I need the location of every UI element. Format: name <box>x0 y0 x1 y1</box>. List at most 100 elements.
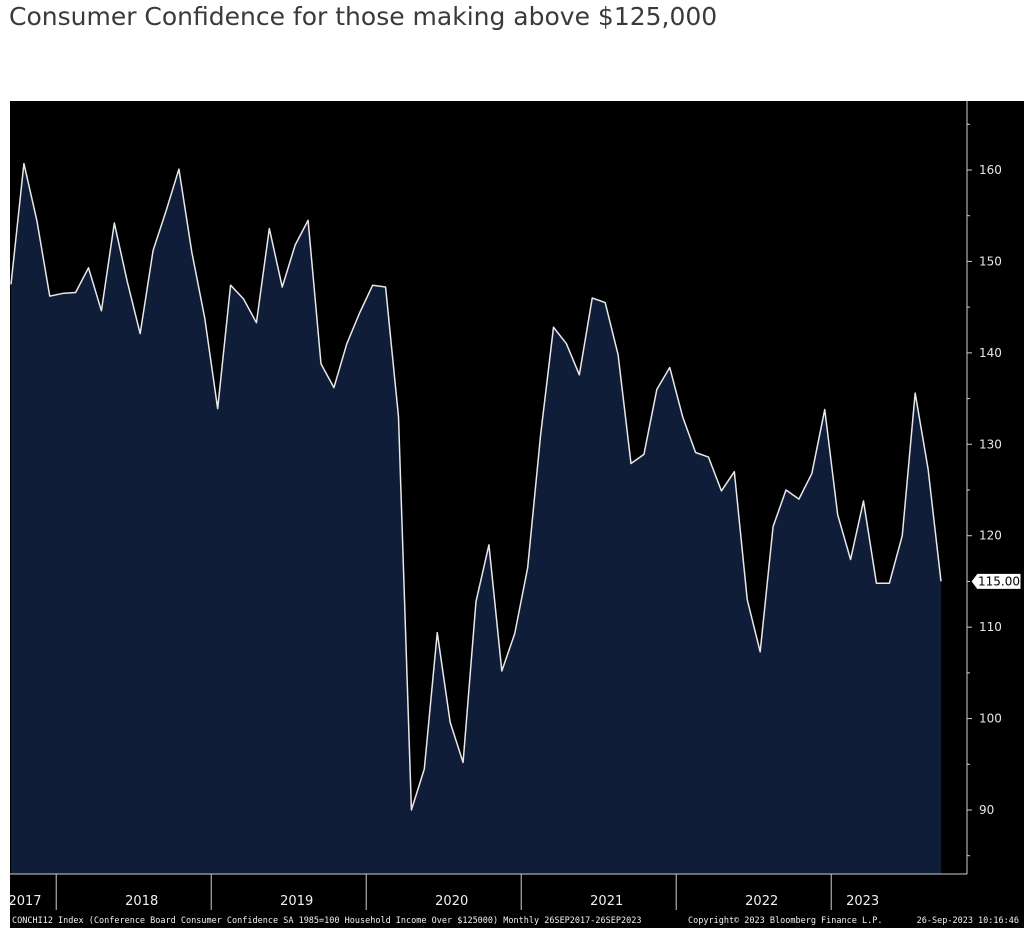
y-axis: 90 100 110 120 130 140 150 160 115.00 <box>966 101 1022 874</box>
data-point <box>424 768 426 770</box>
y-tick-label: 90 <box>979 803 994 817</box>
x-year-label: 2023 <box>846 894 879 909</box>
data-point <box>734 471 736 473</box>
data-point <box>75 292 77 294</box>
data-point <box>372 284 374 286</box>
data-point <box>527 567 529 569</box>
data-point <box>243 298 245 300</box>
data-point <box>230 284 232 286</box>
y-tick-label: 150 <box>979 254 1002 268</box>
data-point <box>604 302 606 304</box>
data-point <box>359 312 361 314</box>
data-point <box>889 582 891 584</box>
data-point <box>553 326 555 328</box>
data-point <box>256 322 258 324</box>
data-point <box>178 168 180 170</box>
data-point <box>682 416 684 418</box>
data-point <box>863 500 865 502</box>
data-point <box>62 293 64 295</box>
x-axis: 2017 2018 2019 2020 2021 2022 2023 <box>8 873 967 910</box>
data-point <box>927 468 929 470</box>
footer-source: CONCHI12 Index (Conference Board Consume… <box>12 916 641 926</box>
last-value-marker <box>970 572 1022 590</box>
data-point <box>385 286 387 288</box>
data-point <box>294 244 296 246</box>
data-point <box>88 267 90 269</box>
x-year-label: 2019 <box>280 894 313 909</box>
data-point <box>630 463 632 465</box>
data-point <box>165 210 167 212</box>
data-point <box>152 250 154 252</box>
y-tick-label: 110 <box>979 620 1002 634</box>
data-point <box>398 416 400 418</box>
data-point <box>36 219 38 221</box>
data-point <box>320 363 322 365</box>
data-point <box>488 544 490 546</box>
data-point <box>721 490 723 492</box>
data-point <box>914 392 916 394</box>
y-tick-label: 100 <box>979 712 1002 726</box>
data-point <box>49 295 51 297</box>
y-tick-label: 160 <box>979 163 1002 177</box>
data-point <box>759 651 761 653</box>
data-point <box>695 452 697 454</box>
data-point <box>307 219 309 221</box>
data-point <box>449 721 451 723</box>
data-point <box>101 310 103 312</box>
data-point <box>811 473 813 475</box>
data-point <box>566 343 568 345</box>
data-point <box>746 599 748 601</box>
x-year-label: 2021 <box>590 894 623 909</box>
data-point <box>798 498 800 500</box>
plot-area <box>10 162 942 875</box>
footer-copyright: Copyright© 2023 Bloomberg Finance L.P. <box>688 916 882 926</box>
data-point <box>785 489 787 491</box>
data-point <box>579 374 581 376</box>
data-point <box>591 297 593 299</box>
data-point <box>824 409 826 411</box>
data-point <box>940 581 942 583</box>
y-tick-label: 140 <box>979 346 1002 360</box>
data-point <box>656 389 658 391</box>
data-point <box>876 582 878 584</box>
data-point <box>191 251 193 253</box>
data-point <box>411 809 413 811</box>
data-point <box>126 281 128 283</box>
data-point <box>708 456 710 458</box>
data-point <box>281 286 283 288</box>
data-point <box>204 317 206 319</box>
data-point <box>643 454 645 456</box>
x-year-label: 2022 <box>745 894 778 909</box>
data-point <box>10 283 12 285</box>
data-point <box>462 762 464 764</box>
data-point <box>23 163 25 165</box>
data-point <box>346 343 348 345</box>
data-point <box>501 670 503 672</box>
footer: CONCHI12 Index (Conference Board Consume… <box>12 916 1019 926</box>
data-point <box>475 601 477 603</box>
series-line <box>10 162 942 811</box>
data-point <box>217 408 219 410</box>
data-point <box>837 514 839 516</box>
data-point <box>901 535 903 537</box>
y-tick-label: 130 <box>979 437 1002 451</box>
series-area <box>11 163 941 875</box>
last-value-label: 115.00 <box>978 574 1020 588</box>
data-point <box>617 354 619 356</box>
data-point <box>540 434 542 436</box>
data-point <box>514 633 516 635</box>
data-point <box>114 222 116 224</box>
x-year-label: 2017 <box>8 894 41 909</box>
footer-timestamp: 26-Sep-2023 10:16:46 <box>917 916 1019 926</box>
data-point <box>333 387 335 389</box>
x-year-label: 2020 <box>435 894 468 909</box>
y-tick-label: 120 <box>979 529 1002 543</box>
data-point <box>850 559 852 561</box>
data-point <box>139 333 141 335</box>
data-point <box>269 228 271 230</box>
chart-title: Consumer Confidence for those making abo… <box>9 2 718 31</box>
x-year-label: 2018 <box>125 894 158 909</box>
data-point <box>436 632 438 634</box>
data-point <box>772 526 774 528</box>
